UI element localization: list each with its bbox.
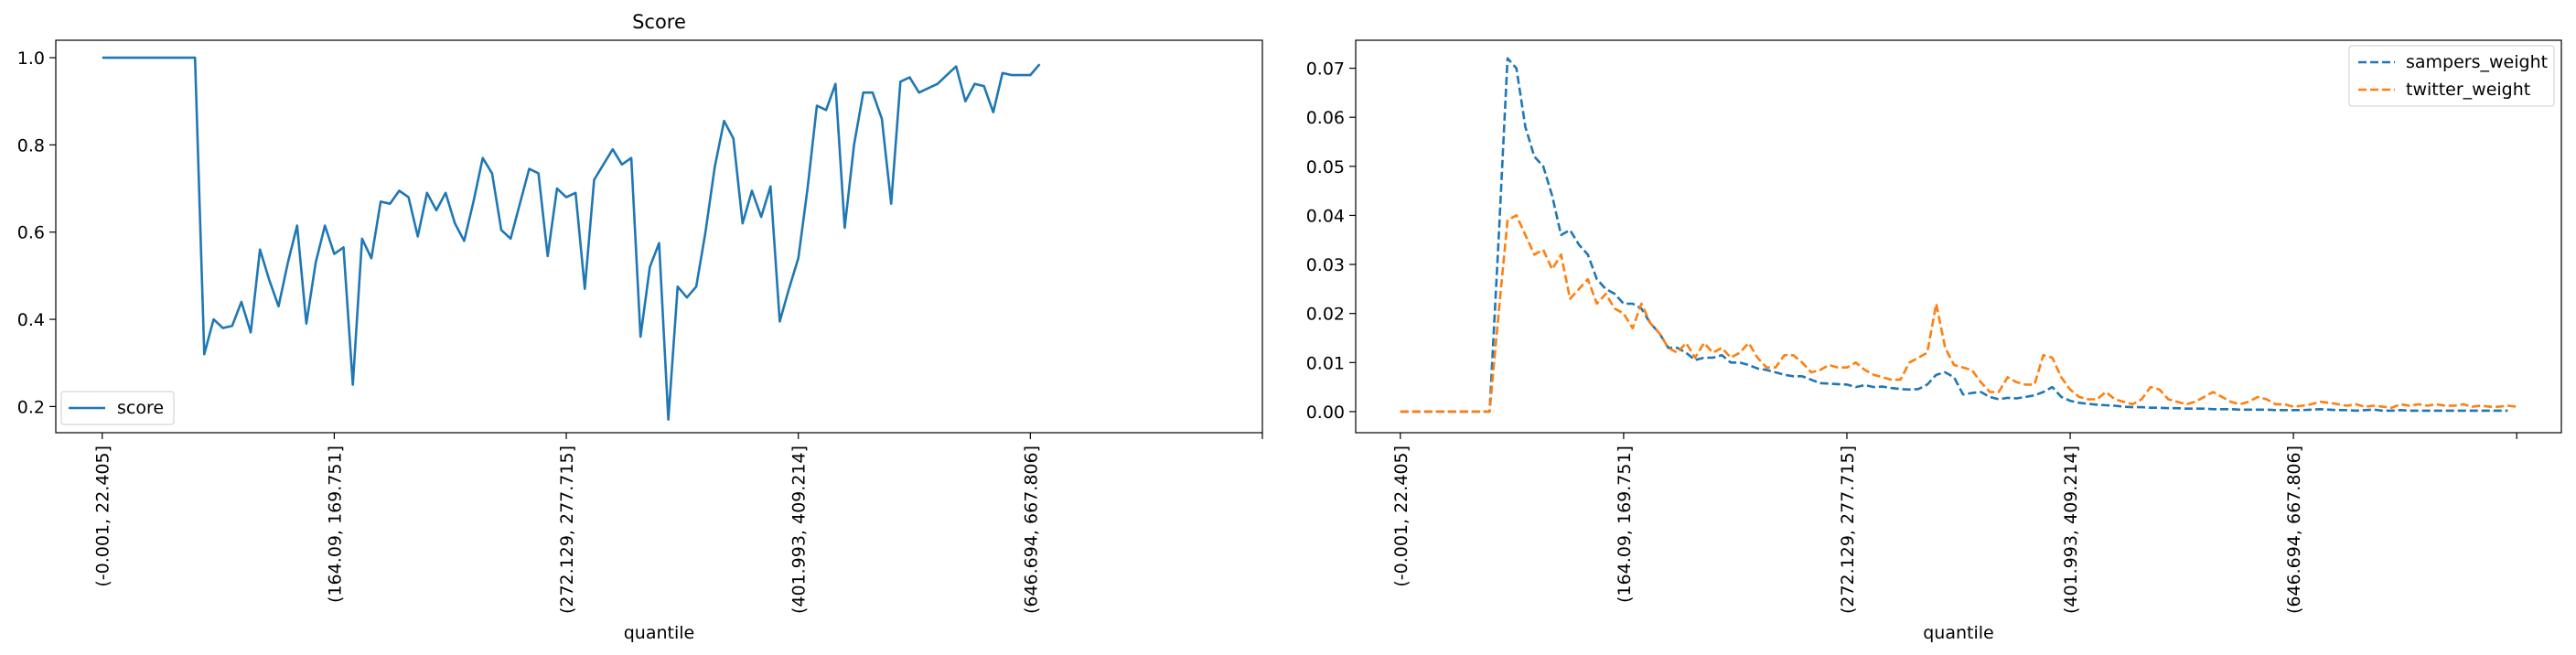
x-tick-label: (272.129, 277.715]	[1838, 446, 1858, 614]
x-tick-label: (401.993, 409.214]	[789, 446, 810, 614]
y-tick-label: 0.04	[1306, 206, 1345, 226]
chart-title: Score	[632, 11, 686, 33]
y-tick-label: 0.2	[17, 397, 45, 417]
y-tick-label: 0.8	[17, 135, 45, 156]
plot-frame	[1355, 39, 2562, 434]
score-chart-panel: Score 0.2 0.4 0.6 0.8 1.0 (-0.001, 22.405] (1…	[17, 11, 1263, 643]
plot-frame	[55, 39, 1263, 434]
series-line-score	[102, 56, 1041, 422]
y-tick-label: 0.00	[1306, 403, 1345, 423]
y-tick-label: 0.03	[1306, 255, 1345, 275]
x-tick-label: (646.694, 667.806]	[1021, 446, 1041, 614]
y-tick-label: 0.07	[1306, 59, 1345, 80]
legend-box	[60, 391, 175, 425]
y-ticks-group: 0.2 0.4 0.6 0.8 1.0	[17, 48, 56, 417]
x-tick-label: (272.129, 277.715]	[557, 446, 577, 614]
legend-label-score: score	[117, 398, 164, 418]
y-tick-label: 0.6	[17, 223, 45, 243]
legend: score	[60, 391, 175, 425]
x-ticks-group: (-0.001, 22.405] (164.09, 169.751] (272.12…	[93, 433, 1263, 614]
x-axis-label: quantile	[1923, 623, 1993, 643]
y-tick-label: 0.05	[1306, 157, 1345, 177]
x-tick-label: (164.09, 169.751]	[325, 446, 345, 603]
series-line-sampers-weight	[1400, 57, 2508, 413]
x-tick-label: (164.09, 169.751]	[1615, 446, 1635, 603]
y-ticks-group: 0.00 0.01 0.02 0.03 0.04 0.05 0.06 0.07	[1306, 59, 1356, 423]
x-tick-label: (-0.001, 22.405]	[1391, 446, 1411, 587]
series-line-twitter-weight	[1400, 214, 2517, 413]
x-tick-label: (646.694, 667.806]	[2284, 446, 2304, 614]
x-tick-label: (-0.001, 22.405]	[93, 446, 113, 587]
y-tick-label: 0.02	[1306, 305, 1345, 325]
x-axis-label: quantile	[624, 623, 694, 643]
weights-chart-panel: 0.00 0.01 0.02 0.03 0.04 0.05 0.06 0.07 (-0.001…	[1306, 39, 2562, 643]
legend-label-sampers-weight: sampers_weight	[2406, 52, 2548, 72]
y-tick-label: 0.06	[1306, 108, 1345, 128]
legend: sampers_weight twitter_weight	[2348, 45, 2555, 107]
series-lines-group	[102, 56, 1041, 422]
legend-box	[2348, 45, 2555, 107]
series-lines-group	[1400, 57, 2517, 413]
y-tick-label: 1.0	[17, 48, 45, 69]
y-tick-label: 0.01	[1306, 353, 1345, 373]
legend-label-twitter-weight: twitter_weight	[2406, 80, 2530, 100]
x-tick-label: (401.993, 409.214]	[2061, 446, 2081, 614]
x-ticks-group: (-0.001, 22.405] (164.09, 169.751] (272.12…	[1391, 433, 2517, 614]
y-tick-label: 0.4	[17, 310, 45, 330]
